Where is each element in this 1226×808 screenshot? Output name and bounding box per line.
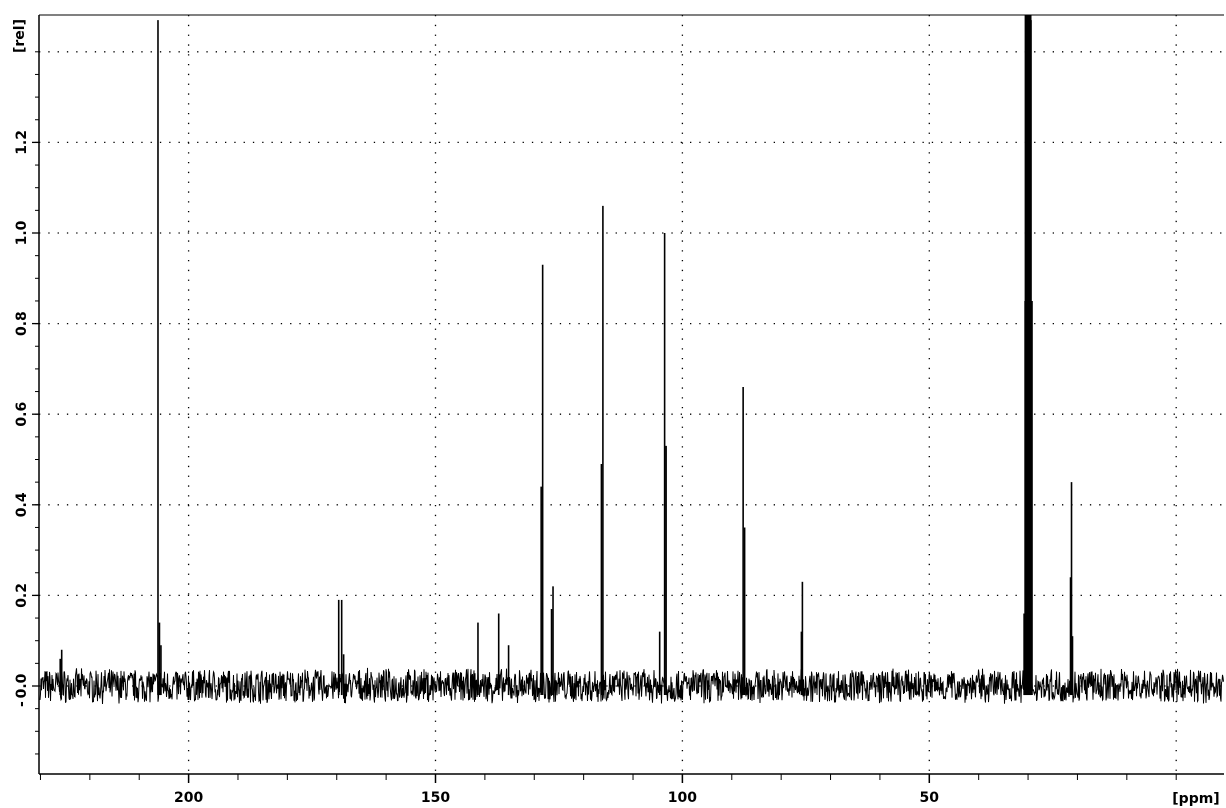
y-tick-label: 0.6	[14, 402, 30, 427]
y-axis-title: [rel]	[12, 19, 28, 53]
grid	[39, 15, 1224, 774]
y-tick-label: 0.8	[14, 311, 30, 336]
x-tick-label: 150	[421, 790, 450, 806]
y-tick-label: 0.2	[14, 583, 30, 608]
x-tick-label: 50	[920, 790, 940, 806]
y-tick-label: 0.4	[14, 492, 30, 517]
y-tick-label: 1.0	[14, 220, 30, 245]
y-minus-label: -	[14, 701, 30, 707]
y-tick-label: 0.0	[14, 673, 30, 698]
y-tick-label: 1.2	[14, 130, 30, 155]
solvent-peak-block	[1024, 15, 1032, 696]
x-axis-title: [ppm]	[1172, 791, 1219, 807]
spectrum-trace	[39, 15, 1224, 705]
baseline-noise	[39, 667, 1224, 705]
x-tick-label: 100	[668, 790, 697, 806]
axes: [ppm] [rel] 0.0 0.2 0.4 0.6 0.8 1.0 1.2 - 200 150…	[12, 14, 1224, 807]
x-tick-label: 200	[174, 790, 203, 806]
